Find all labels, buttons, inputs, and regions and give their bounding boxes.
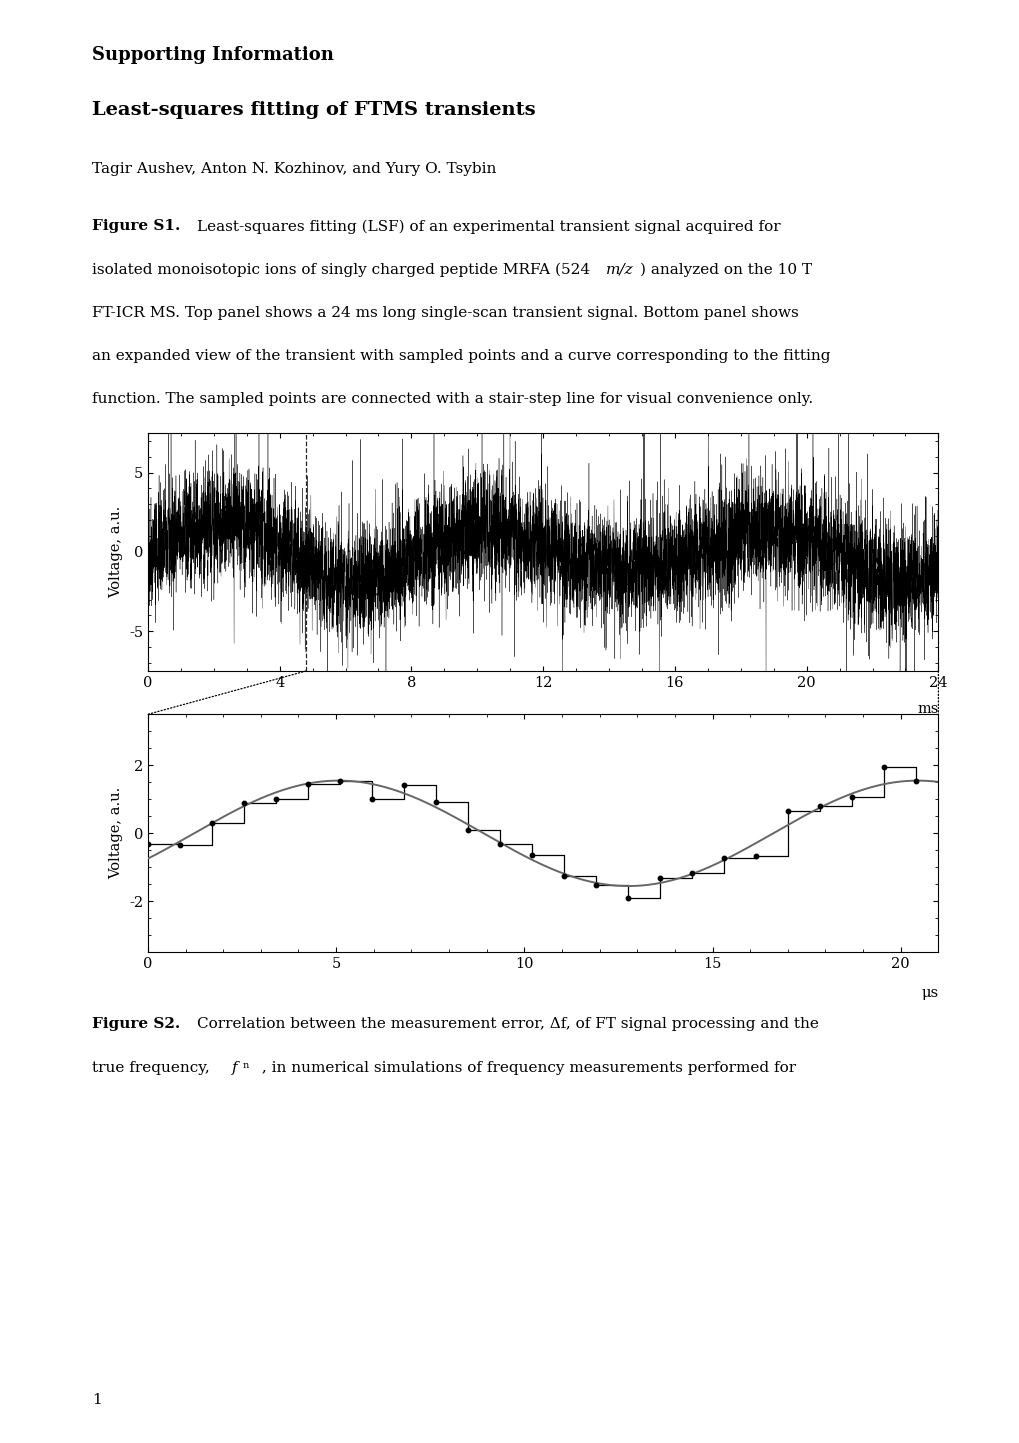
- Y-axis label: Voltage, a.u.: Voltage, a.u.: [109, 788, 123, 879]
- Text: , in numerical simulations of frequency measurements performed for: , in numerical simulations of frequency …: [257, 1061, 796, 1075]
- Text: Supporting Information: Supporting Information: [92, 46, 333, 63]
- Text: Tagir Aushev, Anton N. Kozhinov, and Yury O. Tsybin: Tagir Aushev, Anton N. Kozhinov, and Yur…: [92, 162, 495, 176]
- Text: m/z: m/z: [605, 263, 633, 277]
- Text: FT-ICR MS. Top panel shows a 24 ms long single-scan transient signal. Bottom pan: FT-ICR MS. Top panel shows a 24 ms long …: [92, 306, 798, 320]
- Text: Correlation between the measurement error, Δf, of FT signal processing and the: Correlation between the measurement erro…: [197, 1017, 818, 1032]
- Text: Least-squares fitting (LSF) of an experimental transient signal acquired for: Least-squares fitting (LSF) of an experi…: [197, 219, 780, 234]
- Y-axis label: Voltage, a.u.: Voltage, a.u.: [109, 506, 123, 597]
- Text: Least-squares fitting of FTMS transients: Least-squares fitting of FTMS transients: [92, 101, 535, 118]
- Text: isolated monoisotopic ions of singly charged peptide MRFA (524: isolated monoisotopic ions of singly cha…: [92, 263, 594, 277]
- Text: 1: 1: [92, 1392, 102, 1407]
- Text: Figure S1.: Figure S1.: [92, 219, 180, 234]
- Text: true frequency,: true frequency,: [92, 1061, 214, 1075]
- Text: μs: μs: [920, 986, 937, 1000]
- Text: Figure S2.: Figure S2.: [92, 1017, 180, 1032]
- Text: ms: ms: [916, 701, 937, 716]
- Text: f: f: [231, 1061, 237, 1075]
- Text: ) analyzed on the 10 T: ) analyzed on the 10 T: [639, 263, 811, 277]
- Text: n: n: [243, 1061, 249, 1069]
- Text: function. The sampled points are connected with a stair-step line for visual con: function. The sampled points are connect…: [92, 392, 812, 407]
- Text: an expanded view of the transient with sampled points and a curve corresponding : an expanded view of the transient with s…: [92, 349, 829, 364]
